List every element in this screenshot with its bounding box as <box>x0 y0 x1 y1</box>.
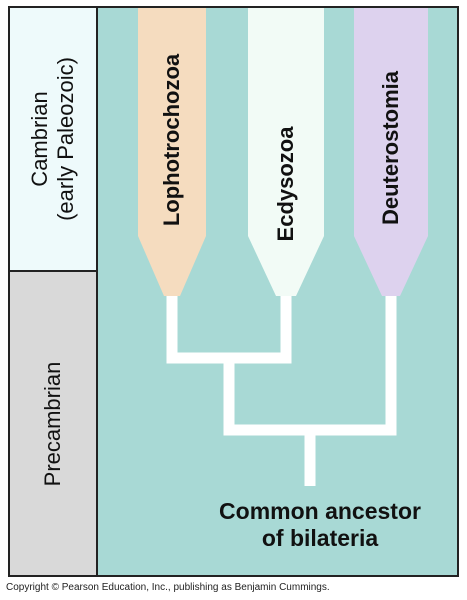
phylogenetic-tree <box>138 8 428 486</box>
clade-label-deuterostomia: Deuterostomia <box>378 70 403 226</box>
ancestor-line1: Common ancestor <box>219 498 421 524</box>
era-cambrian: Cambrian (early Paleozoic) <box>10 8 96 272</box>
branch-lopho-ecdyso <box>166 288 292 364</box>
clade-shape-deuterostomia <box>354 8 428 296</box>
clade-label-ecdysozoa: Ecdysozoa <box>273 126 298 242</box>
clade-label-lophotrochozoa: Lophotrochozoa <box>159 53 184 227</box>
common-ancestor-label: Common ancestor of bilateria <box>196 498 444 552</box>
clade-shape-ecdysozoa <box>248 8 324 296</box>
phylogeny-figure: Cambrian (early Paleozoic) Precambrian L… <box>8 6 459 577</box>
era-precambrian: Precambrian <box>10 272 96 575</box>
clade-shape-lophotrochozoa <box>138 8 206 296</box>
ancestor-line2: of bilateria <box>261 525 379 551</box>
era-cambrian-line1: Cambrian <box>27 91 52 187</box>
era-cambrian-line2: (early Paleozoic) <box>53 57 78 221</box>
geologic-era-column: Cambrian (early Paleozoic) Precambrian <box>10 8 98 575</box>
era-cambrian-label: Cambrian (early Paleozoic) <box>27 57 79 221</box>
tree-area: Lophotrochozoa Ecdysozoa Deuterostomia C… <box>98 8 457 575</box>
copyright-notice: Copyright © Pearson Education, Inc., pub… <box>6 582 330 593</box>
tree-branches <box>166 288 397 486</box>
era-precambrian-label: Precambrian <box>40 361 65 486</box>
